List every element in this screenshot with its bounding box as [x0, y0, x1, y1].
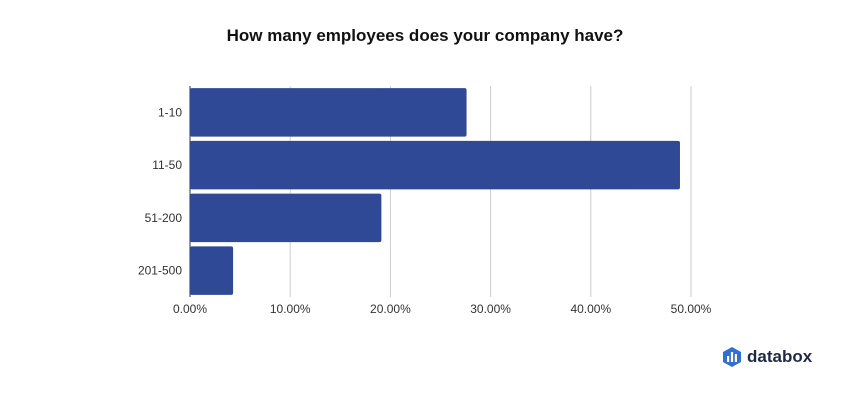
x-tick-labels: 0.00% 10.00% 20.00% 30.00% 40.00% 50.00%	[173, 302, 712, 316]
x-tick-label: 30.00%	[470, 302, 511, 316]
category-label: 51-200	[145, 211, 183, 225]
x-tick-label: 50.00%	[671, 302, 712, 316]
brand-logo: databox	[723, 347, 812, 367]
bars	[190, 88, 680, 295]
bar-201-500	[190, 246, 234, 295]
x-tick-label: 40.00%	[570, 302, 611, 316]
x-tick-label: 0.00%	[173, 302, 207, 316]
category-label: 1-10	[158, 105, 182, 119]
x-tick-label: 10.00%	[270, 302, 311, 316]
brand-name: databox	[747, 347, 813, 366]
category-labels: 1-10 11-50 51-200 201-500	[138, 105, 182, 277]
bar-51-200	[190, 193, 382, 243]
bar-1-10	[190, 88, 467, 137]
x-tick-label: 20.00%	[370, 302, 411, 316]
bar-11-50	[190, 140, 680, 190]
databox-logo-icon	[723, 347, 741, 367]
chart-title: How many employees does your company hav…	[226, 26, 624, 45]
category-label: 201-500	[138, 264, 182, 278]
category-label: 11-50	[152, 158, 182, 172]
